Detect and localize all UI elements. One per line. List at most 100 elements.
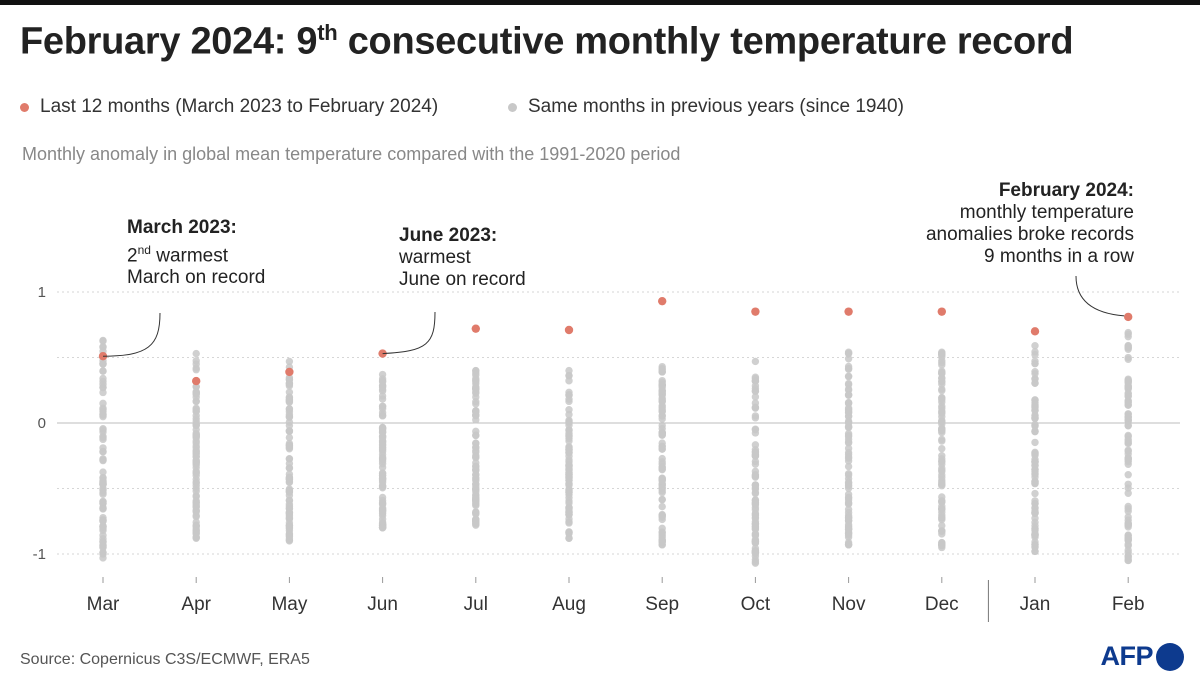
history-point [1031, 411, 1039, 419]
history-point [565, 534, 573, 542]
history-point [99, 447, 107, 456]
history-point [1124, 513, 1132, 521]
history-point [99, 367, 107, 375]
history-point [192, 452, 200, 461]
x-tick-label: Jun [367, 594, 398, 615]
history-point [472, 475, 480, 483]
history-point [192, 431, 200, 439]
history-point [1031, 547, 1039, 556]
history-point [378, 428, 387, 437]
history-point [378, 423, 387, 432]
history-point [472, 508, 480, 516]
history-point [192, 478, 200, 487]
history-point [938, 428, 946, 437]
history-point [1124, 549, 1132, 557]
chart-subtitle: Monthly anomaly in global mean temperatu… [22, 144, 681, 164]
history-point [378, 385, 387, 394]
highlight-point [1124, 312, 1133, 322]
history-point [472, 377, 480, 386]
history-point [751, 460, 760, 468]
history-point [844, 398, 853, 407]
history-point [378, 463, 387, 472]
history-point [285, 536, 294, 544]
history-point [1124, 397, 1132, 406]
history-point [1124, 437, 1132, 445]
history-point [658, 513, 666, 521]
history-point [99, 412, 107, 421]
legend-dot-grey [508, 102, 517, 112]
history-point [938, 377, 946, 386]
history-point [99, 435, 107, 444]
history-point [192, 463, 200, 472]
history-point [192, 404, 200, 413]
history-point [844, 444, 853, 453]
history-point [192, 487, 200, 495]
annotation-line: warmest [399, 247, 471, 268]
history-point [844, 505, 853, 514]
history-point [285, 530, 294, 539]
history-point [565, 528, 573, 536]
history-point [844, 355, 853, 363]
history-point [378, 450, 387, 459]
annotation-line: March on record [127, 267, 266, 289]
x-tick-label: Apr [181, 594, 211, 615]
history-point [192, 393, 200, 401]
history-point [1031, 530, 1039, 538]
history-point [1031, 503, 1039, 512]
history-point [844, 349, 853, 358]
annotation-line: anomalies broke records [925, 224, 1134, 245]
history-point [1031, 449, 1039, 457]
history-point [378, 524, 387, 532]
history-point [751, 426, 760, 434]
history-point [938, 385, 946, 393]
history-point [378, 506, 387, 515]
highlight-point [378, 349, 387, 358]
history-point [751, 481, 760, 489]
history-point [378, 481, 387, 490]
history-point [658, 380, 666, 389]
history-point [938, 514, 946, 522]
history-point [472, 488, 480, 496]
history-point [1124, 505, 1132, 513]
history-point [844, 493, 853, 502]
annotation-june-2023: June 2023: warmest June on record [399, 225, 526, 291]
legend-item-last-12-months: Last 12 months (March 2023 to February 2… [20, 96, 438, 118]
history-point [285, 357, 294, 366]
history-point [844, 435, 853, 444]
history-point [1124, 377, 1132, 385]
history-point [658, 442, 666, 451]
history-point [1031, 357, 1039, 365]
y-tick-label: 1 [38, 284, 46, 301]
history-point [1124, 519, 1132, 528]
history-point [938, 416, 946, 425]
history-point [1124, 446, 1132, 454]
annotation-leader-february [1075, 275, 1125, 317]
annotation-leader-march [102, 312, 161, 357]
history-point [1031, 427, 1039, 436]
history-point [1031, 469, 1039, 478]
history-point [751, 525, 760, 533]
annotation-heading: June 2023: [399, 225, 498, 246]
history-point [565, 397, 573, 406]
history-point [938, 409, 946, 418]
history-point [938, 527, 946, 535]
history-point [1031, 497, 1039, 505]
page-title: February 2024: 9th consecutive monthly t… [20, 20, 1074, 63]
history-point [658, 431, 666, 439]
history-point [1124, 484, 1132, 492]
history-point [192, 366, 200, 374]
history-point [565, 448, 573, 456]
history-point [658, 405, 666, 413]
history-point [285, 427, 294, 436]
history-point [658, 531, 666, 539]
history-point [99, 517, 107, 525]
history-point [1124, 460, 1132, 468]
history-point [1124, 489, 1132, 497]
history-point [751, 489, 760, 498]
highlight-point [564, 325, 574, 335]
history-point [658, 495, 666, 504]
highlight-point [1030, 327, 1040, 336]
history-point [1124, 540, 1132, 549]
history-point [192, 502, 200, 510]
history-point [751, 399, 760, 407]
